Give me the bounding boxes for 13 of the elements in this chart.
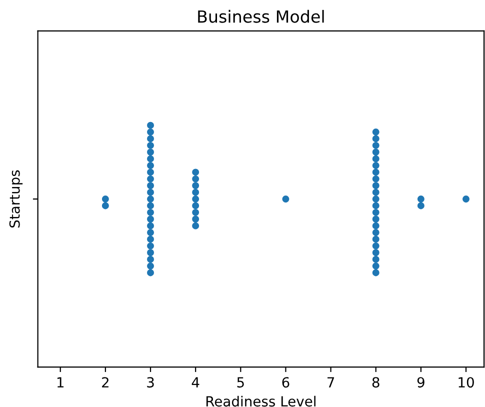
x-tick-label: 7 bbox=[328, 377, 334, 388]
chart-title: Business Model bbox=[198, 10, 324, 23]
x-tick-label: 8 bbox=[372, 377, 380, 388]
x-tick-label: 1 bbox=[57, 377, 64, 388]
x-axis-title: Readiness Level bbox=[206, 396, 316, 407]
x-tick-label: 3 bbox=[147, 377, 154, 388]
x-tick-label: 9 bbox=[417, 377, 424, 388]
x-tick-label: 2 bbox=[102, 377, 108, 388]
x-tick-label: 4 bbox=[192, 377, 200, 388]
x-tick-label: 6 bbox=[282, 377, 290, 388]
x-tick-label: 5 bbox=[237, 377, 244, 388]
y-axis-title: Startups bbox=[9, 170, 23, 228]
x-tick-label: 10 bbox=[458, 377, 474, 388]
